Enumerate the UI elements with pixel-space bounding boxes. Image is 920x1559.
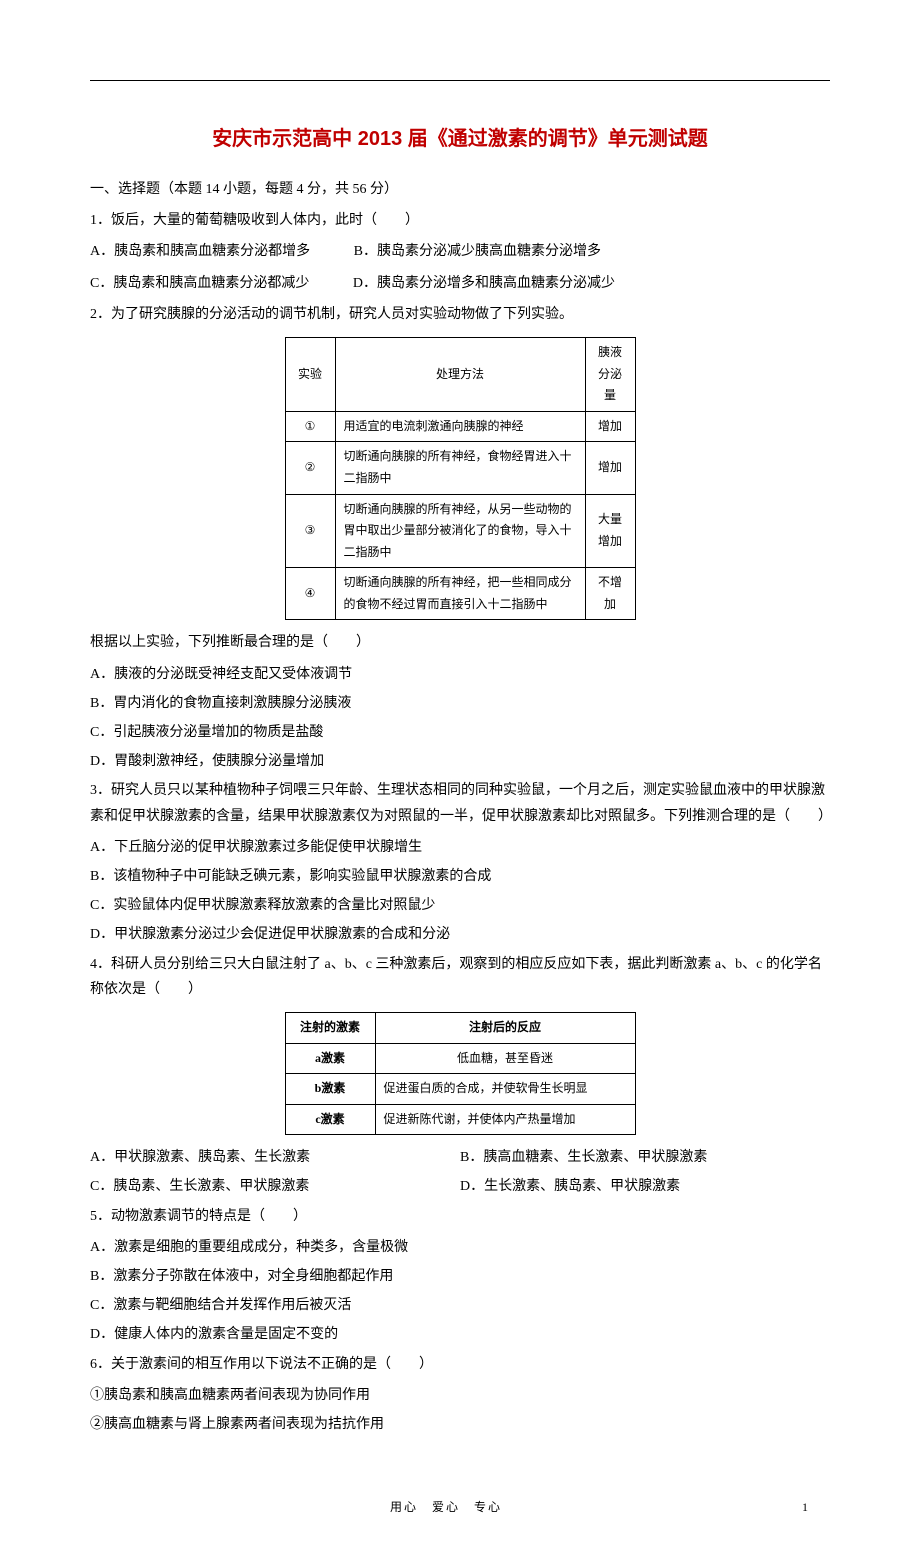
q4-stem: 4．科研人员分别给三只大白鼠注射了 a、b、c 三种激素后，观察到的相应反应如下… (90, 952, 830, 1002)
q2-after: 根据以上实验，下列推断最合理的是（ ） (90, 630, 830, 655)
table-cell: c激素 (285, 1104, 375, 1135)
q1-opt-a: A．胰岛素和胰高血糖素分泌都增多 (90, 239, 310, 264)
q6-line-2: ②胰高血糖素与肾上腺素两者间表现为拮抗作用 (90, 1412, 830, 1437)
table-cell: 切断通向胰腺的所有神经，食物经胃进入十二指肠中 (335, 442, 585, 494)
q2-th-3: 胰液分泌量 (585, 337, 635, 411)
top-rule (90, 80, 830, 81)
q2-table: 实验 处理方法 胰液分泌量 ① 用适宜的电流刺激通向胰腺的神经 增加 ② 切断通… (285, 337, 636, 621)
table-cell: 增加 (585, 442, 635, 494)
table-cell: 增加 (585, 411, 635, 442)
table-cell: a激素 (285, 1043, 375, 1074)
q3-opt-c: C．实验鼠体内促甲状腺激素释放激素的含量比对照鼠少 (90, 893, 830, 918)
table-cell: 切断通向胰腺的所有神经，把一些相同成分的食物不经过胃而直接引入十二指肠中 (335, 568, 585, 620)
q5-opt-d: D．健康人体内的激素含量是固定不变的 (90, 1322, 830, 1347)
q4-opt-d: D．生长激素、胰岛素、甲状腺激素 (460, 1174, 830, 1199)
q5-opt-b: B．激素分子弥散在体液中，对全身细胞都起作用 (90, 1264, 830, 1289)
q2-th-2: 处理方法 (335, 337, 585, 411)
table-cell: b激素 (285, 1074, 375, 1105)
q5-stem: 5．动物激素调节的特点是（ ） (90, 1204, 830, 1229)
q1-stem: 1．饭后，大量的葡萄糖吸收到人体内，此时（ ） (90, 208, 830, 233)
q2-opt-c: C．引起胰液分泌量增加的物质是盐酸 (90, 720, 830, 745)
q4-opt-c: C．胰岛素、生长激素、甲状腺激素 (90, 1174, 460, 1199)
q3-stem: 3．研究人员只以某种植物种子饲喂三只年龄、生理状态相同的同种实验鼠，一个月之后，… (90, 778, 830, 828)
table-cell: 促进新陈代谢，并使体内产热量增加 (375, 1104, 635, 1135)
table-cell: 切断通向胰腺的所有神经，从另一些动物的胃中取出少量部分被消化了的食物，导入十二指… (335, 494, 585, 568)
table-cell: 大量增加 (585, 494, 635, 568)
table-cell: ① (285, 411, 335, 442)
q6-line-1: ①胰岛素和胰高血糖素两者间表现为协同作用 (90, 1383, 830, 1408)
footer-text: 用心 爱心 专心 (390, 1500, 502, 1514)
table-cell: ③ (285, 494, 335, 568)
q5-opt-c: C．激素与靶细胞结合并发挥作用后被灭活 (90, 1293, 830, 1318)
table-cell: 用适宜的电流刺激通向胰腺的神经 (335, 411, 585, 442)
table-cell: 促进蛋白质的合成，并使软骨生长明显 (375, 1074, 635, 1105)
q1-opt-b: B．胰岛素分泌减少胰高血糖素分泌增多 (354, 239, 601, 264)
q2-opt-a: A．胰液的分泌既受神经支配又受体液调节 (90, 662, 830, 687)
section-header: 一、选择题（本题 14 小题，每题 4 分，共 56 分） (90, 177, 830, 202)
q4-opt-b: B．胰高血糖素、生长激素、甲状腺激素 (460, 1145, 830, 1170)
page-number: 1 (802, 1497, 810, 1519)
q3-opt-b: B．该植物种子中可能缺乏碘元素，影响实验鼠甲状腺激素的合成 (90, 864, 830, 889)
q2-opt-d: D．胃酸刺激神经，使胰腺分泌量增加 (90, 749, 830, 774)
q4-table: 注射的激素 注射后的反应 a激素 低血糖，甚至昏迷 b激素 促进蛋白质的合成，并… (285, 1012, 636, 1135)
table-cell: ④ (285, 568, 335, 620)
q3-opt-d: D．甲状腺激素分泌过少会促进促甲状腺激素的合成和分泌 (90, 922, 830, 947)
table-cell: 低血糖，甚至昏迷 (375, 1043, 635, 1074)
q4-th-2: 注射后的反应 (375, 1012, 635, 1043)
q1-opt-d: D．胰岛素分泌增多和胰高血糖素分泌减少 (353, 271, 615, 296)
q5-opt-a: A．激素是细胞的重要组成成分，种类多，含量极微 (90, 1235, 830, 1260)
q2-stem: 2．为了研究胰腺的分泌活动的调节机制，研究人员对实验动物做了下列实验。 (90, 302, 830, 327)
q2-opt-b: B．胃内消化的食物直接刺激胰腺分泌胰液 (90, 691, 830, 716)
page-title: 安庆市示范高中 2013 届《通过激素的调节》单元测试题 (90, 121, 830, 157)
q2-th-1: 实验 (285, 337, 335, 411)
table-cell: 不增加 (585, 568, 635, 620)
q4-opt-a: A．甲状腺激素、胰岛素、生长激素 (90, 1145, 460, 1170)
footer: 用心 爱心 专心 1 (90, 1497, 830, 1519)
q6-stem: 6．关于激素间的相互作用以下说法不正确的是（ ） (90, 1352, 830, 1377)
table-cell: ② (285, 442, 335, 494)
q1-opt-c: C．胰岛素和胰高血糖素分泌都减少 (90, 271, 309, 296)
q3-opt-a: A．下丘脑分泌的促甲状腺激素过多能促使甲状腺增生 (90, 835, 830, 860)
q4-th-1: 注射的激素 (285, 1012, 375, 1043)
